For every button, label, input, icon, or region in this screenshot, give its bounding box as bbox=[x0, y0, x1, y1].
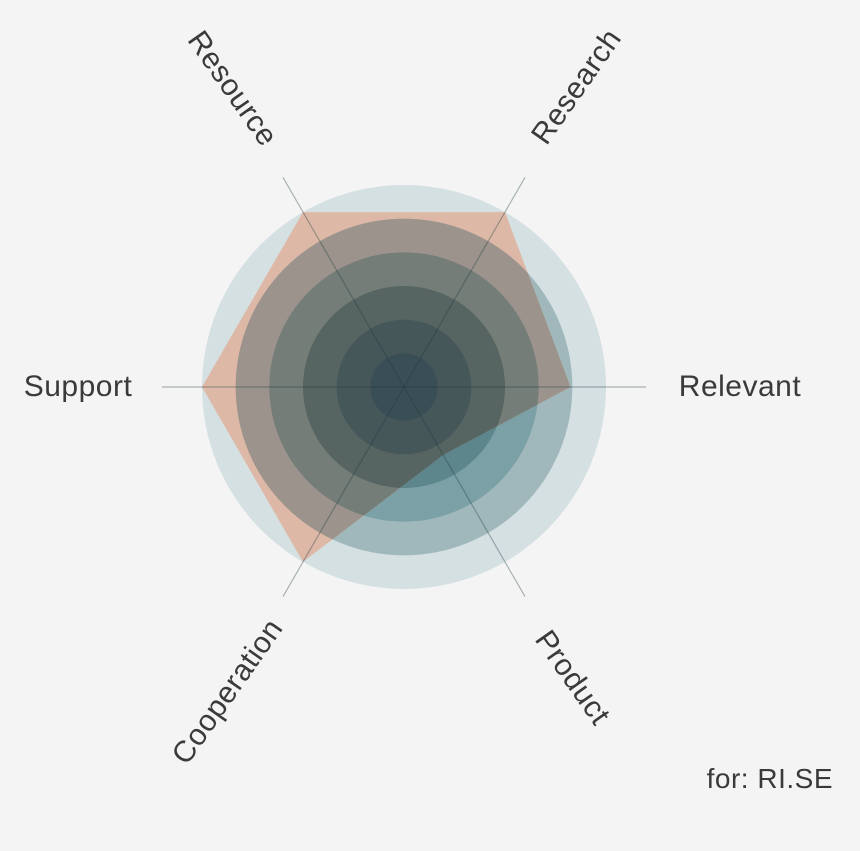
axis-line-cooperation bbox=[282, 386, 405, 597]
axis-label-support: Support bbox=[23, 370, 133, 403]
footer-attribution: for: RI.SE bbox=[706, 763, 833, 794]
series-tinted-ring-1 bbox=[370, 353, 438, 421]
radar-axis-lines bbox=[162, 177, 646, 597]
axis-line-research bbox=[403, 177, 526, 388]
axis-label-relevant: Relevant bbox=[678, 370, 802, 403]
axis-line-product bbox=[403, 386, 526, 597]
axis-line-resource bbox=[282, 177, 405, 388]
